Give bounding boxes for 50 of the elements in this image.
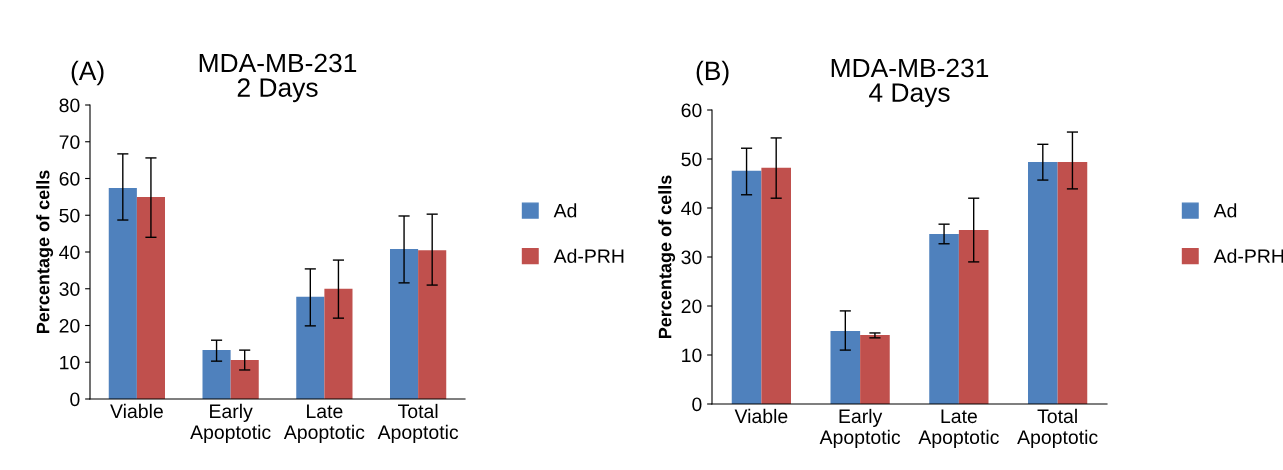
text: (A) xyxy=(71,60,104,86)
y-tick-label: 10 xyxy=(60,355,80,370)
y-tick-label: 20 xyxy=(681,299,702,314)
text: (B) xyxy=(696,60,729,86)
x-tick-label: Early Apoptotic xyxy=(819,408,901,448)
bar xyxy=(830,330,861,404)
bar xyxy=(1057,161,1088,404)
bar xyxy=(390,249,419,399)
bar xyxy=(230,360,259,399)
x-tick-label: Total Apoptotic xyxy=(1017,408,1098,448)
y-tick-label: 50 xyxy=(681,152,702,167)
y-tick-label: 10 xyxy=(682,348,702,363)
bar xyxy=(108,188,137,399)
y-tick-label: 60 xyxy=(59,171,80,186)
bar xyxy=(860,334,890,404)
bar xyxy=(731,170,762,404)
chart-title: MDA-MB-231 4 Days xyxy=(831,58,989,108)
legend-label: Ad-PRH xyxy=(553,248,624,263)
y-tick-label: 40 xyxy=(681,201,702,216)
x-tick-label: Late Apoptotic xyxy=(283,404,365,443)
y-tick-label: 0 xyxy=(70,392,80,407)
y-tick-label: 70 xyxy=(59,135,80,149)
y-tick-label: 0 xyxy=(692,397,702,412)
bar xyxy=(296,296,325,399)
x-tick-label: Early Apoptotic xyxy=(190,403,271,443)
y-tick-label: 30 xyxy=(681,250,702,265)
x-tick-label: Late Apoptotic xyxy=(918,409,999,448)
bar xyxy=(136,196,165,399)
bar xyxy=(958,230,989,404)
y-tick-label: 40 xyxy=(59,245,80,260)
bar xyxy=(202,350,231,399)
x-tick-label: Viable xyxy=(734,408,788,424)
bar xyxy=(929,233,959,404)
chart-title: MDA-MB-231 2 Days xyxy=(199,53,357,103)
y-axis-title: Percentage of cells xyxy=(36,170,54,334)
bar xyxy=(324,288,353,399)
bar xyxy=(418,250,447,399)
y-axis-title: Percentage of cells xyxy=(658,175,676,339)
legend-label: Ad xyxy=(1213,203,1237,218)
y-tick-label: 80 xyxy=(59,98,80,113)
legend-label: Ad-PRH xyxy=(1213,248,1283,263)
y-tick-label: 30 xyxy=(59,282,80,296)
y-tick-label: 60 xyxy=(681,103,702,118)
bar xyxy=(761,167,791,404)
x-tick-label: Total Apoptotic xyxy=(377,403,459,443)
y-tick-label: 20 xyxy=(59,318,80,333)
y-tick-label: 50 xyxy=(59,208,80,223)
legend-label: Ad xyxy=(553,203,577,218)
x-tick-label: Viable xyxy=(110,403,163,419)
bar xyxy=(1028,161,1058,404)
